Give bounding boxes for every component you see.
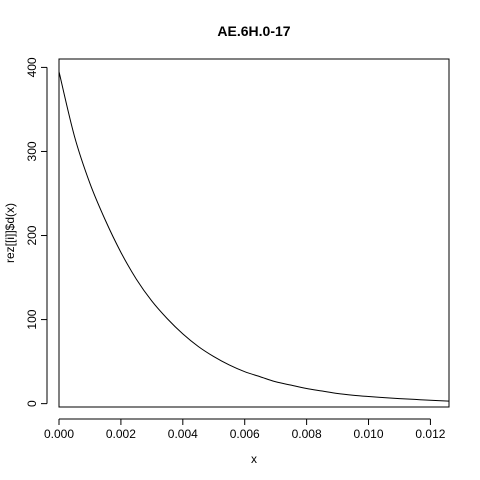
y-tick-label: 300 (25, 141, 39, 161)
x-tick-label: 0.004 (168, 427, 198, 441)
x-axis-label: x (251, 452, 257, 466)
y-axis: 0 100 200 300 400 (25, 57, 48, 407)
y-tick-label: 0 (25, 400, 39, 407)
x-tick-label: 0.000 (44, 427, 74, 441)
x-tick-label: 0.010 (354, 427, 384, 441)
density-curve (58, 71, 450, 402)
x-tick-label: 0.008 (292, 427, 322, 441)
x-axis: 0.000 0.002 0.004 0.006 0.008 0.010 0.012 (44, 418, 446, 441)
y-axis-label: rez[[i]]$d(x) (3, 203, 17, 263)
y-tick-label: 200 (25, 225, 39, 245)
plot-frame (58, 58, 450, 408)
x-tick-label: 0.002 (106, 427, 136, 441)
x-tick-label: 0.012 (415, 427, 445, 441)
series-layer (58, 71, 450, 402)
x-tick-label: 0.006 (230, 427, 260, 441)
y-tick-label: 400 (25, 57, 39, 77)
chart-title: AE.6H.0-17 (217, 23, 290, 39)
y-tick-label: 100 (25, 309, 39, 329)
